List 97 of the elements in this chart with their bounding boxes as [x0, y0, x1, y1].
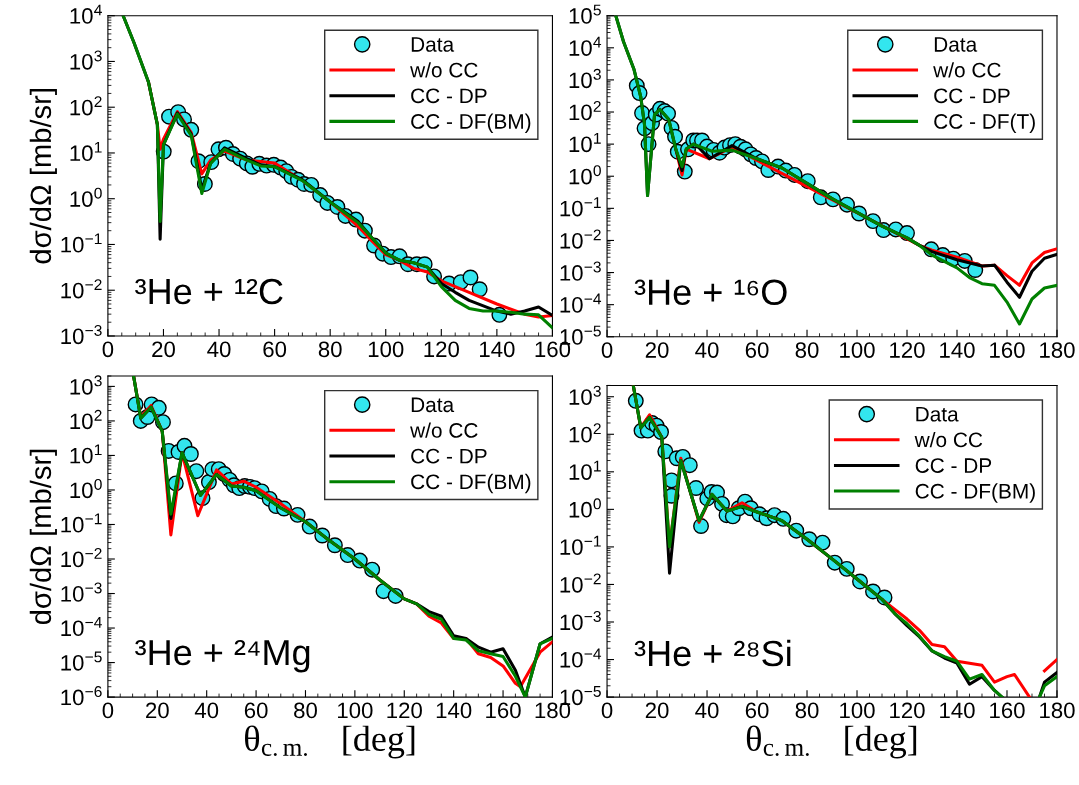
x-tick-label: 160 [486, 702, 521, 719]
x-tick-label: 60 [263, 341, 287, 358]
y-tick-label: 10$^{−2}$ [61, 547, 102, 568]
x-tick-label: 160 [990, 702, 1025, 719]
x-tick-label: 180 [1040, 342, 1075, 358]
y-tick-label: 10$^{1}$ [569, 133, 601, 153]
x-tick-label: 140 [436, 702, 472, 719]
y-tick-label: 10$^{3}$ [70, 375, 102, 395]
y-tick-label: 10$^{1}$ [70, 141, 102, 162]
y-tick-label: 10$^{−3}$ [560, 610, 601, 631]
annotation: ³He + ¹⁶O [634, 279, 787, 306]
x-tick-label: 100 [368, 341, 404, 358]
x-tick-label: 120 [890, 342, 925, 358]
y-tick-label: 10$^{−1}$ [61, 233, 102, 253]
legend-label: CC - DP [411, 88, 487, 104]
legend-label: CC - DF(T) [934, 113, 1035, 133]
legend-label: Data [934, 37, 978, 52]
x-tick-label: 120 [890, 702, 925, 719]
legend-label: CC - DF(BM) [411, 113, 531, 133]
y-tick-label: 10$^{−2}$ [560, 229, 601, 249]
y-tick-label: 10$^{−4}$ [560, 648, 602, 668]
x-tick-label: 120 [424, 341, 459, 358]
x-tick-label: 60 [244, 702, 268, 719]
y-axis-title: dσ/dΩ [mb/sr] [29, 89, 57, 264]
y-tick-label: 10$^{2}$ [569, 423, 601, 443]
y-tick-label: 10$^{−4}$ [61, 616, 102, 637]
y-tick-label: 10$^{3}$ [70, 50, 102, 70]
x-tick-label: 0 [601, 702, 613, 719]
legend-label: Data [411, 397, 455, 413]
x-tick-label: 80 [795, 702, 819, 719]
x-tick-label: 60 [745, 342, 769, 358]
x-tick-label: 0 [601, 342, 613, 358]
legend-label: w/o CC [933, 62, 1001, 78]
y-tick-label: 10$^{1}$ [70, 444, 102, 464]
legend-label: Data [916, 407, 959, 422]
x-tick-label: 60 [745, 702, 769, 719]
legend-label: w/o CC [410, 422, 478, 438]
annotation: ³He + ¹²C [135, 278, 283, 305]
text: θ$_{c.m.}$ [deg] [746, 725, 917, 759]
y-tick-label: 10$^{−3}$ [61, 582, 102, 602]
legend-label: CC - DP [915, 458, 992, 473]
y-axis-title: dσ/dΩ [mb/sr] [29, 449, 57, 625]
y-tick-label: 10$^{−3}$ [560, 261, 601, 281]
y-tick-label: 10$^{2}$ [569, 100, 601, 121]
legend-label: CC - DF(BM) [411, 473, 531, 494]
x-tick-label: 80 [294, 702, 317, 719]
y-tick-label: 10$^{−1}$ [560, 535, 601, 555]
legend-label: w/o CC [914, 431, 983, 448]
x-tick-label: 0 [102, 341, 114, 358]
y-tick-label: 10$^{−3}$ [61, 324, 102, 345]
x-tick-label: 40 [207, 341, 231, 358]
x-tick-label: 180 [1040, 702, 1075, 719]
legend-label: CC - DP [934, 88, 1010, 104]
y-tick-label: 10$^{−5}$ [61, 651, 102, 671]
x-tick-label: 20 [645, 702, 669, 719]
y-tick-label: 10$^{4}$ [70, 4, 102, 24]
y-tick-label: 10$^{−2}$ [560, 573, 601, 593]
annotation: ³He + ²⁸Si [634, 639, 791, 667]
y-tick-label: 10$^{1}$ [569, 460, 601, 480]
y-tick-label: 10$^{4}$ [569, 36, 602, 56]
annotation: ³He + ²⁴Mg [135, 639, 310, 673]
x-tick-label: 80 [795, 342, 819, 358]
y-tick-label: 10$^{−1}$ [560, 197, 601, 217]
y-tick-label: 10$^{3}$ [569, 68, 601, 89]
y-tick-label: 10$^{−2}$ [61, 279, 102, 299]
y-tick-label: 10$^{0}$ [569, 498, 601, 518]
legend-label: Data [411, 37, 455, 52]
y-tick-label: 10$^{0}$ [70, 478, 102, 499]
x-tick-label: 100 [338, 702, 373, 719]
x-tick-label: 140 [940, 342, 975, 358]
x-tick-label: 20 [645, 342, 669, 358]
legend-label: CC - DF(BM) [915, 483, 1035, 503]
x-tick-label: 20 [152, 341, 175, 358]
y-tick-label: 10$^{2}$ [70, 409, 102, 430]
x-tick-label: 140 [940, 702, 975, 719]
x-tick-label: 120 [387, 702, 422, 719]
y-tick-label: 10$^{5}$ [569, 4, 601, 24]
y-tick-label: 10$^{−6}$ [61, 686, 102, 706]
x-tick-label: 100 [840, 342, 875, 358]
legend-label: CC - DP [411, 448, 487, 464]
x-tick-label: 40 [194, 702, 219, 719]
x-tick-label: 100 [840, 702, 875, 719]
x-tick-label: 80 [318, 341, 342, 358]
x-tick-label: 40 [695, 342, 719, 358]
y-tick-label: 10$^{−1}$ [61, 513, 102, 533]
y-tick-label: 10$^{0}$ [569, 165, 601, 185]
x-tick-label: 140 [480, 341, 515, 358]
y-tick-label: 10$^{0}$ [70, 187, 102, 207]
y-tick-label: 10$^{−4}$ [560, 293, 602, 313]
x-tick-label: 20 [146, 702, 169, 719]
legend-label: w/o CC [410, 62, 478, 78]
y-tick-label: 10$^{2}$ [70, 96, 102, 116]
x-tick-label: 0 [102, 702, 114, 719]
x-tick-label: 40 [695, 702, 719, 719]
y-tick-label: 10$^{3}$ [569, 385, 601, 405]
x-tick-label: 160 [990, 342, 1025, 358]
text: θ$_{c.m.}$ [deg] [245, 725, 415, 759]
